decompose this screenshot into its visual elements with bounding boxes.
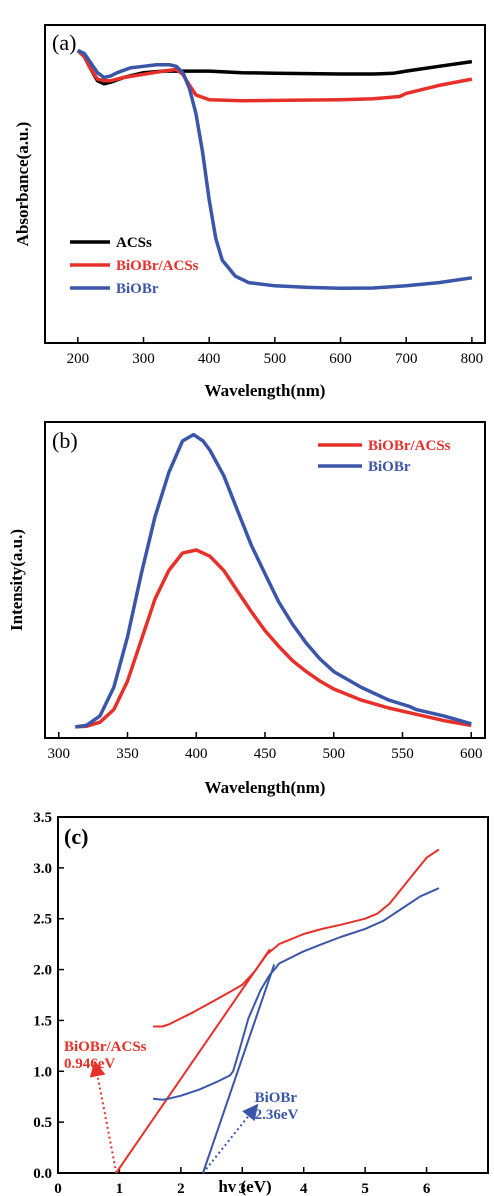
x-tick-label: 0 — [54, 1181, 62, 1196]
x-tick-label: 6 — [423, 1181, 431, 1196]
plot-frame — [57, 816, 489, 1174]
panel-label: (c) — [64, 824, 88, 849]
panel-a: (a) Wavelength(nm) Absorbance(a.u.) 200 3… — [13, 24, 486, 400]
annotation-label: 0.946eV — [64, 1056, 115, 1072]
x-tick-label: 600 — [329, 351, 352, 367]
series-line-acss — [76, 49, 473, 86]
legend-entry: BiOBr/ACSs — [116, 258, 199, 274]
x-tick-label: 5 — [361, 1181, 369, 1196]
x-tick-label: 1 — [116, 1181, 124, 1196]
y-axis-title: Absorbance(a.u.) — [13, 122, 32, 247]
x-axis-title: hv (eV) — [218, 1177, 271, 1196]
x-tick-label: 350 — [116, 746, 139, 762]
y-tick-label: 2.0 — [33, 963, 52, 979]
series-line-biobr-acss — [75, 548, 472, 729]
y-tick-label: 1.0 — [33, 1064, 52, 1080]
x-tick-label: 600 — [460, 746, 483, 762]
x-tick-label: 3 — [239, 1181, 247, 1196]
series-line-biobr-acss — [76, 49, 473, 103]
panel-c: (c) hv (eV) 0 1 2 3 4 5 6 0.0 0.5 1.0 1.5 2.0 2.5 3.0… — [33, 810, 489, 1196]
x-tick-label: 400 — [198, 351, 221, 367]
x-tick-label: 500 — [323, 746, 346, 762]
x-tick-label: 800 — [461, 351, 484, 367]
legend-entry: BiOBr/ACSs — [368, 438, 451, 454]
x-axis-title: Wavelength(nm) — [205, 778, 326, 797]
annotation-label: BiOBr — [255, 1090, 298, 1106]
fit-line — [202, 964, 276, 1174]
y-tick-label: 2.5 — [33, 912, 52, 928]
x-tick-label: 500 — [264, 351, 287, 367]
annotation-arrow — [202, 1103, 259, 1174]
fit-line — [115, 948, 271, 1174]
panel-label: (a) — [52, 30, 76, 55]
annotation-arrow — [89, 1060, 118, 1174]
legend: ACSs BiOBr/ACSs BiOBr — [70, 235, 199, 297]
y-tick-label: 3.0 — [33, 861, 52, 877]
x-tick-label: 4 — [300, 1181, 308, 1196]
y-tick-label: 1.5 — [33, 1013, 52, 1029]
x-tick-label: 550 — [391, 746, 414, 762]
y-tick-label: 3.5 — [33, 810, 52, 826]
series-line-biobr — [153, 887, 440, 1101]
x-tick-label: 400 — [185, 746, 208, 762]
x-tick-label: 300 — [132, 351, 155, 367]
x-tick-label: 700 — [395, 351, 418, 367]
series-line-biobr-acss — [153, 848, 440, 1028]
panel-b: (b) Wavelength(nm) Intensity(a.u.) 300 35… — [7, 421, 486, 797]
x-tick-label: 450 — [254, 746, 277, 762]
y-tick-label: 0.5 — [33, 1115, 52, 1131]
annotation-label: 2.36eV — [255, 1107, 299, 1123]
legend-entry: BiOBr — [368, 459, 411, 475]
legend-entry: ACSs — [116, 235, 152, 251]
legend-entry: BiOBr — [116, 281, 159, 297]
x-tick-label: 2 — [177, 1181, 185, 1196]
x-tick-label: 300 — [48, 746, 71, 762]
annotation-label: BiOBr/ACSs — [64, 1039, 147, 1055]
series-line-biobr — [77, 48, 473, 291]
legend: BiOBr/ACSs BiOBr — [318, 438, 451, 475]
x-axis-title: Wavelength(nm) — [205, 381, 326, 400]
panel-label: (b) — [52, 428, 78, 453]
plot-frame — [44, 24, 486, 344]
y-axis-title: Intensity(a.u.) — [7, 529, 26, 631]
series-line-biobr — [75, 432, 472, 729]
x-tick-label: 200 — [67, 351, 90, 367]
y-tick-label: 0.0 — [33, 1166, 52, 1182]
